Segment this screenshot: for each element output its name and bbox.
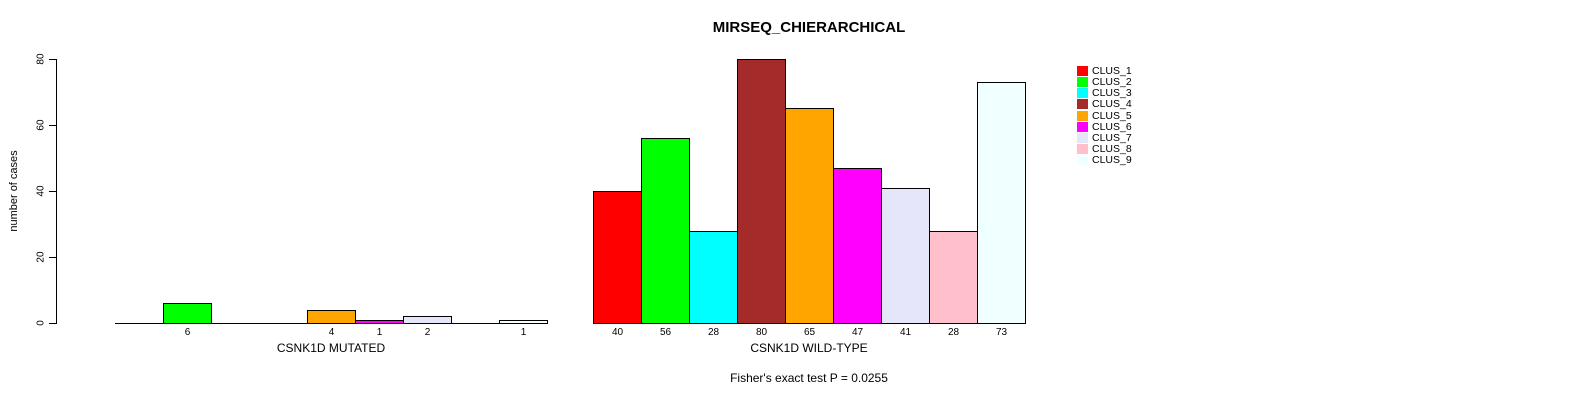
bar-clus_2 <box>641 138 690 324</box>
chart-title: MIRSEQ_CHIERARCHICAL <box>712 19 906 36</box>
legend-item: CLUS_8 <box>1077 143 1132 155</box>
bar-value-label: 41 <box>899 327 912 338</box>
legend-color-swatch <box>1077 155 1088 165</box>
bar-clus_9 <box>977 82 1026 324</box>
legend-item: CLUS_6 <box>1077 121 1132 133</box>
legend-item: CLUS_2 <box>1077 76 1132 88</box>
legend-item: CLUS_9 <box>1077 154 1132 166</box>
bar-value-label: 56 <box>659 327 672 338</box>
legend-color-swatch <box>1077 66 1088 76</box>
y-axis-line <box>56 59 57 324</box>
bar-value-label: 6 <box>184 327 191 338</box>
bar-value-label: 4 <box>328 327 335 338</box>
legend-item: CLUS_7 <box>1077 132 1132 144</box>
bar-value-label: 40 <box>611 327 624 338</box>
y-axis-tick <box>49 257 56 258</box>
bar-clus_9 <box>499 320 548 324</box>
legend-item: CLUS_3 <box>1077 87 1132 99</box>
x-axis-group-label: CSNK1D WILD-TYPE <box>750 341 868 355</box>
legend-color-swatch <box>1077 133 1088 143</box>
bar-clus_5 <box>307 310 356 324</box>
y-axis-tick-label: 0 <box>35 320 47 326</box>
bar-value-label: 2 <box>424 327 431 338</box>
legend-label: CLUS_9 <box>1092 153 1132 166</box>
bar-value-label: 65 <box>803 327 816 338</box>
legend-label: CLUS_7 <box>1092 131 1132 144</box>
legend-label: CLUS_1 <box>1092 64 1132 77</box>
y-axis-tick-label: 20 <box>35 251 47 263</box>
y-axis-tick <box>49 323 56 324</box>
bar-value-label: 80 <box>755 327 768 338</box>
legend-color-swatch <box>1077 77 1088 87</box>
bar-value-label: 47 <box>851 327 864 338</box>
y-axis-tick-label: 80 <box>35 53 47 65</box>
legend-label: CLUS_8 <box>1092 142 1132 155</box>
y-axis-tick <box>49 125 56 126</box>
bar-clus_7 <box>881 188 930 324</box>
legend-color-swatch <box>1077 88 1088 98</box>
bar-value-label: 28 <box>947 327 960 338</box>
legend-color-swatch <box>1077 122 1088 132</box>
bar-clus_5 <box>785 108 834 324</box>
bar-value-label: 1 <box>376 327 383 338</box>
bar-clus_1 <box>593 191 642 324</box>
legend-label: CLUS_5 <box>1092 109 1132 122</box>
bar-value-label: 28 <box>707 327 720 338</box>
fisher-test-annotation: Fisher's exact test P = 0.0255 <box>730 371 888 385</box>
y-axis-tick-label: 40 <box>35 185 47 197</box>
bar-clus_7 <box>403 316 452 324</box>
legend-label: CLUS_2 <box>1092 75 1132 88</box>
legend-label: CLUS_4 <box>1092 97 1132 110</box>
legend-label: CLUS_6 <box>1092 120 1132 133</box>
legend-color-swatch <box>1077 99 1088 109</box>
y-axis-tick <box>49 59 56 60</box>
legend-item: CLUS_1 <box>1077 65 1132 77</box>
bar-clus_8 <box>929 231 978 324</box>
legend-color-swatch <box>1077 111 1088 121</box>
y-axis-label: number of cases <box>8 150 20 232</box>
bar-clus_6 <box>833 168 882 324</box>
legend-item: CLUS_5 <box>1077 110 1132 122</box>
y-axis-tick-label: 60 <box>35 119 47 131</box>
legend-color-swatch <box>1077 144 1088 154</box>
bar-clus_4 <box>737 59 786 324</box>
bar-value-label: 73 <box>995 327 1008 338</box>
x-axis-group-label: CSNK1D MUTATED <box>276 341 386 355</box>
legend-item: CLUS_4 <box>1077 98 1132 110</box>
bar-clus_6 <box>355 320 404 324</box>
legend-label: CLUS_3 <box>1092 86 1132 99</box>
bar-clus_3 <box>689 231 738 324</box>
bar-clus_2 <box>163 303 212 324</box>
bar-value-label: 1 <box>520 327 527 338</box>
y-axis-tick <box>49 191 56 192</box>
